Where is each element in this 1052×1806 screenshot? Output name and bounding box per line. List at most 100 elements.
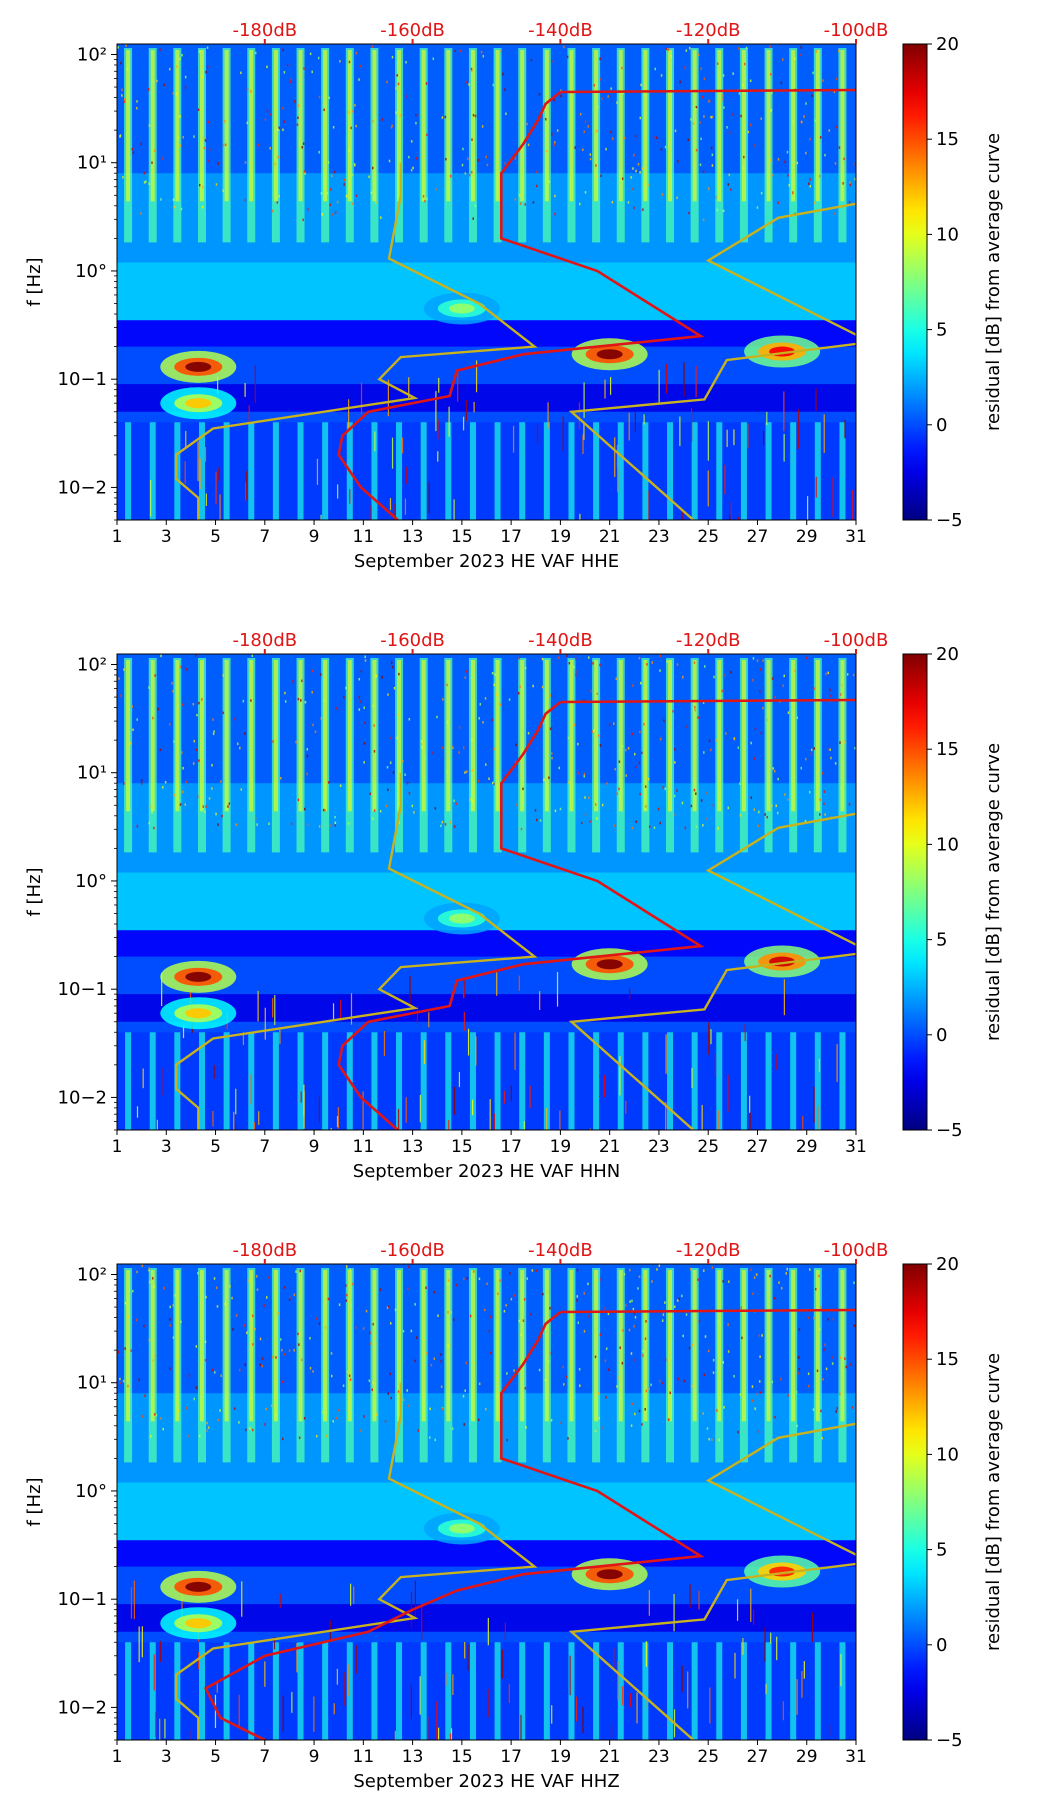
- noise-speck: [813, 1317, 815, 1320]
- noise-speck: [283, 1286, 286, 1289]
- noise-speck: [368, 1379, 371, 1382]
- noise-speck: [303, 1417, 306, 1420]
- noise-speck: [162, 786, 164, 789]
- noise-speck: [249, 669, 251, 672]
- hotspot-core: [596, 1569, 623, 1580]
- noise-speck: [411, 804, 414, 808]
- noise-speck: [215, 812, 217, 816]
- noise-speck: [547, 801, 549, 805]
- transient-line: [159, 1718, 161, 1740]
- noise-speck: [781, 58, 784, 61]
- noise-speck: [172, 198, 175, 201]
- x-tick-label: 19: [550, 1137, 572, 1157]
- noise-speck: [327, 1297, 330, 1301]
- noise-speck: [678, 1297, 680, 1300]
- noise-speck: [848, 201, 851, 204]
- x-tick-label: 31: [845, 1137, 867, 1157]
- transient-line: [546, 1107, 548, 1130]
- noise-speck: [662, 1381, 664, 1385]
- db-tick-label: -120dB: [676, 1240, 741, 1261]
- noise-speck: [309, 52, 312, 56]
- noise-speck: [816, 715, 819, 718]
- noise-speck: [805, 656, 808, 660]
- noise-speck: [246, 121, 249, 125]
- noise-speck: [264, 118, 267, 121]
- noise-speck: [346, 1370, 349, 1374]
- noise-speck: [129, 156, 131, 159]
- transient-line: [832, 477, 834, 517]
- noise-speck: [348, 1374, 351, 1377]
- noise-speck: [524, 203, 527, 206]
- noise-speck: [224, 1302, 226, 1306]
- noise-speck: [787, 174, 789, 177]
- noise-speck: [672, 710, 674, 713]
- low-freq-stripe: [716, 1642, 723, 1740]
- noise-speck: [577, 742, 579, 746]
- noise-speck: [482, 54, 485, 58]
- hotspot-core: [448, 303, 475, 314]
- noise-speck: [432, 57, 435, 61]
- transient-line: [355, 1645, 357, 1674]
- noise-speck: [334, 821, 337, 825]
- noise-speck: [462, 1394, 465, 1398]
- noise-speck: [256, 1275, 258, 1278]
- noise-speck: [783, 674, 786, 678]
- colorbar-label: residual [dB] from average curve: [983, 133, 1004, 431]
- noise-speck: [591, 730, 594, 733]
- transient-line: [462, 416, 465, 431]
- transient-line: [610, 1723, 613, 1738]
- noise-speck: [543, 778, 545, 782]
- transient-line: [337, 484, 339, 499]
- noise-speck: [295, 740, 297, 744]
- noise-speck: [645, 1320, 647, 1323]
- noise-speck: [206, 46, 209, 49]
- db-tick-label: -100dB: [824, 1240, 889, 1261]
- noise-speck: [539, 819, 542, 822]
- low-freq-stripe: [691, 422, 698, 520]
- transient-line: [313, 1696, 315, 1732]
- colorbar-tick-label: 20: [936, 34, 959, 55]
- noise-speck: [390, 661, 393, 665]
- noise-speck: [350, 126, 352, 130]
- noise-speck: [852, 163, 855, 166]
- noise-speck: [761, 1334, 763, 1337]
- noise-speck: [773, 769, 776, 773]
- transient-line: [406, 466, 408, 484]
- noise-speck: [504, 162, 506, 165]
- noise-speck: [621, 66, 623, 70]
- noise-speck: [605, 1396, 607, 1399]
- noise-speck: [333, 170, 336, 174]
- noise-speck: [674, 748, 676, 751]
- noise-speck: [386, 1306, 389, 1309]
- transient-line: [282, 1695, 284, 1732]
- noise-speck: [676, 789, 678, 792]
- noise-speck: [301, 146, 303, 149]
- noise-speck: [143, 181, 146, 184]
- noise-speck: [749, 79, 752, 83]
- noise-speck: [642, 208, 644, 211]
- noise-speck: [816, 1369, 819, 1373]
- noise-speck: [712, 804, 715, 807]
- noise-speck: [200, 698, 203, 701]
- diurnal-stripe-core: [741, 660, 746, 812]
- noise-speck: [621, 177, 624, 180]
- noise-speck: [410, 168, 413, 172]
- noise-speck: [752, 657, 755, 660]
- noise-speck: [314, 730, 317, 733]
- noise-speck: [192, 703, 195, 706]
- noise-speck: [638, 761, 641, 765]
- noise-speck: [722, 1280, 724, 1283]
- y-tick-label: 10²: [77, 1264, 107, 1285]
- db-tick-label: -160dB: [380, 630, 445, 651]
- transient-line: [776, 1636, 778, 1661]
- average-psd-upper: [560, 1308, 856, 1314]
- transient-line: [744, 1023, 746, 1042]
- noise-speck: [169, 1324, 172, 1327]
- noise-speck: [233, 1407, 236, 1410]
- diurnal-stripe-core: [741, 1270, 746, 1422]
- transient-line: [489, 1099, 491, 1130]
- colorbar-tick-label: 20: [936, 644, 959, 665]
- noise-speck: [838, 49, 840, 53]
- noise-speck: [619, 1346, 621, 1349]
